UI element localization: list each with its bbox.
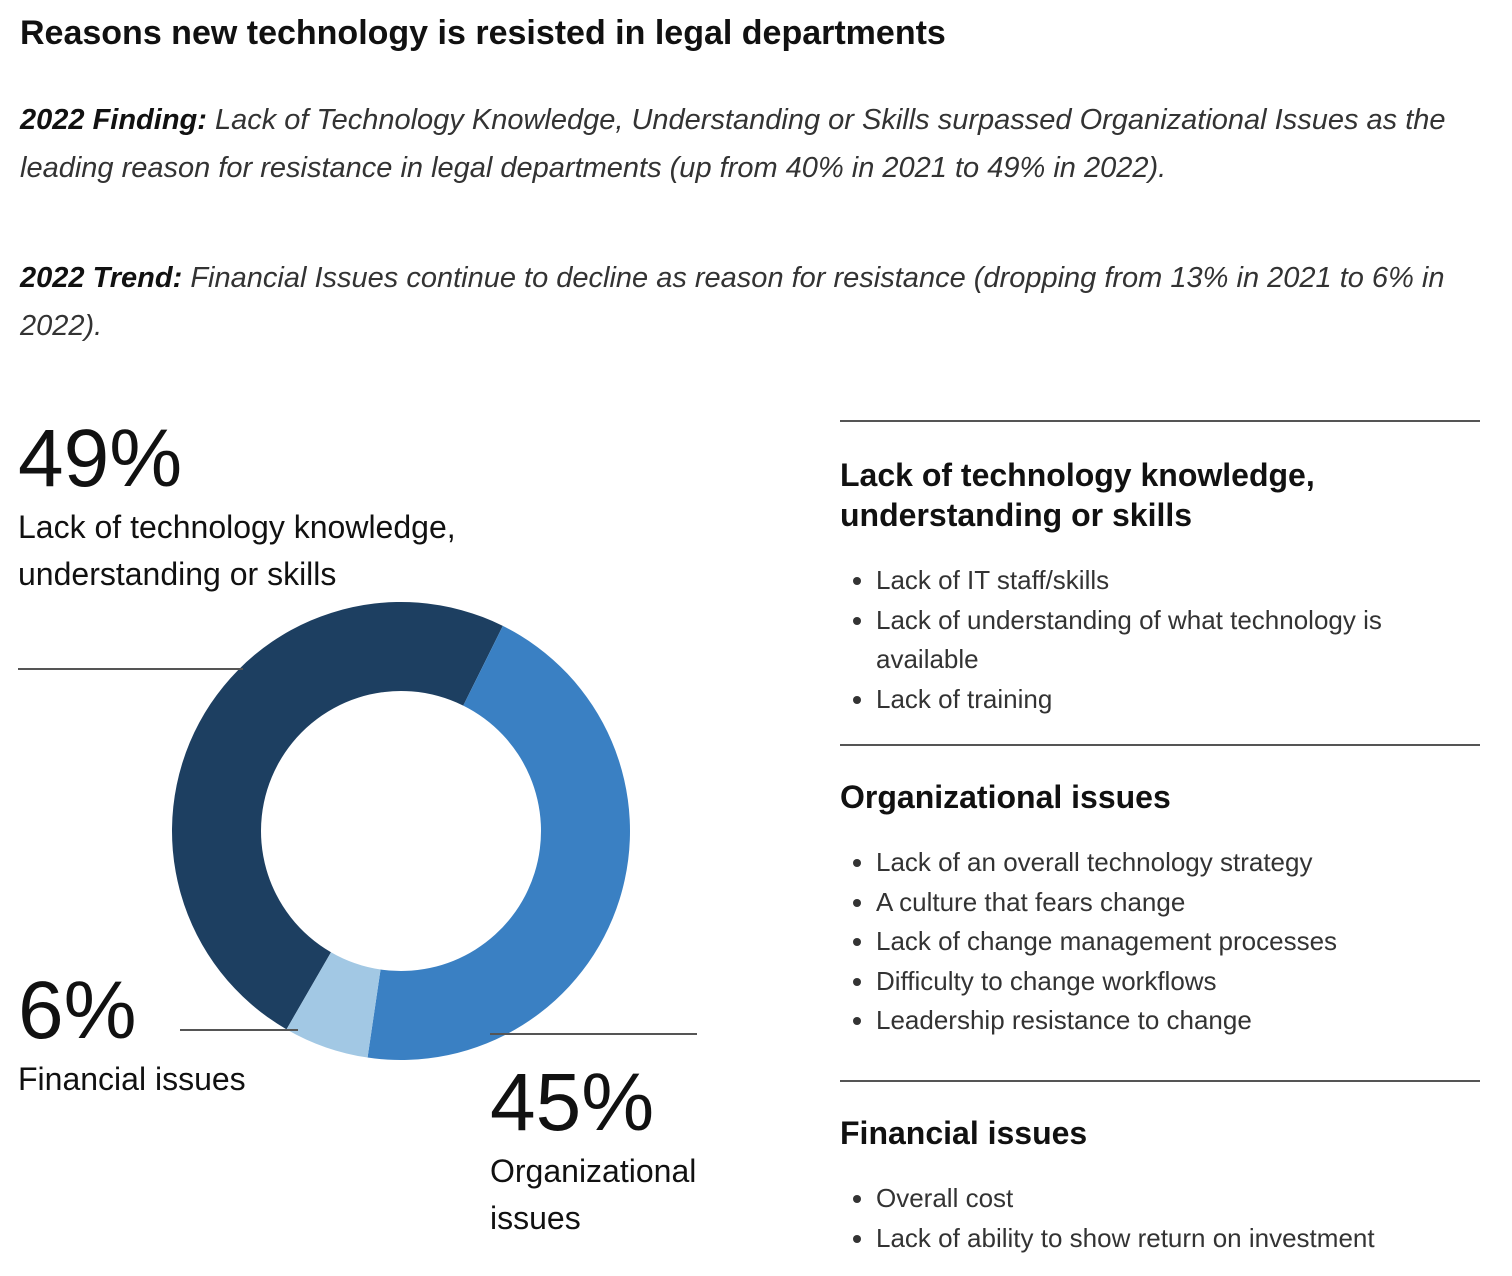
panel-group: Lack of technology knowledge, understand… <box>840 455 1480 719</box>
item-list: Lack of an overall technology strategyA … <box>840 843 1446 1041</box>
list-item: Overall cost <box>876 1179 1446 1219</box>
value-label: 6% <box>18 965 137 1056</box>
category-label: Financial issues <box>18 1061 246 1097</box>
list-item: Lack of understanding of what technology… <box>876 601 1446 680</box>
leader-line <box>490 1033 697 1035</box>
leader-line <box>180 1029 298 1031</box>
divider <box>840 744 1480 746</box>
list-item: Lack of IT staff/skills <box>876 561 1446 601</box>
value-label: 45% <box>490 1057 655 1148</box>
leader-line <box>18 668 243 670</box>
list-item: Lack of training <box>876 680 1446 720</box>
trend-label: 2022 Trend: <box>20 262 183 294</box>
category-label: Organizational issues <box>490 1153 697 1236</box>
value-label: 49% <box>18 413 183 504</box>
list-item: Difficulty to change workflows <box>876 962 1446 1002</box>
donut-segment <box>367 625 630 1060</box>
divider <box>840 1080 1480 1082</box>
panel-group: Financial issues Overall costLack of abil… <box>840 1113 1480 1258</box>
item-list: Lack of IT staff/skillsLack of understan… <box>840 561 1446 719</box>
donut-segment <box>172 602 503 1030</box>
finding: 2022 Finding: Lack of Technology Knowled… <box>20 96 1485 192</box>
list-item: Lack of ability to show return on invest… <box>876 1219 1446 1259</box>
finding-text: Lack of Technology Knowledge, Understand… <box>20 104 1446 184</box>
category-label: Lack of technology knowledge, understand… <box>18 509 456 592</box>
list-item: Lack of change management processes <box>876 922 1446 962</box>
list-item: A culture that fears change <box>876 883 1446 923</box>
list-item: Lack of an overall technology strategy <box>876 843 1446 883</box>
divider <box>840 420 1480 422</box>
panel-group: Organizational issues Lack of an overall … <box>840 777 1480 1041</box>
group-heading: Financial issues <box>840 1115 1088 1151</box>
group-heading: Organizational issues <box>840 779 1171 815</box>
donut-segment <box>286 952 381 1058</box>
trend-text: Financial Issues continue to decline as … <box>20 262 1445 342</box>
group-heading: Lack of technology knowledge, understand… <box>840 457 1315 533</box>
finding-label: 2022 Finding: <box>20 104 207 136</box>
trend: 2022 Trend: Financial Issues continue to… <box>20 254 1485 350</box>
title: Reasons new technology is resisted in le… <box>20 14 946 52</box>
item-list: Overall costLack of ability to show retu… <box>840 1179 1446 1258</box>
list-item: Leadership resistance to change <box>876 1001 1446 1041</box>
